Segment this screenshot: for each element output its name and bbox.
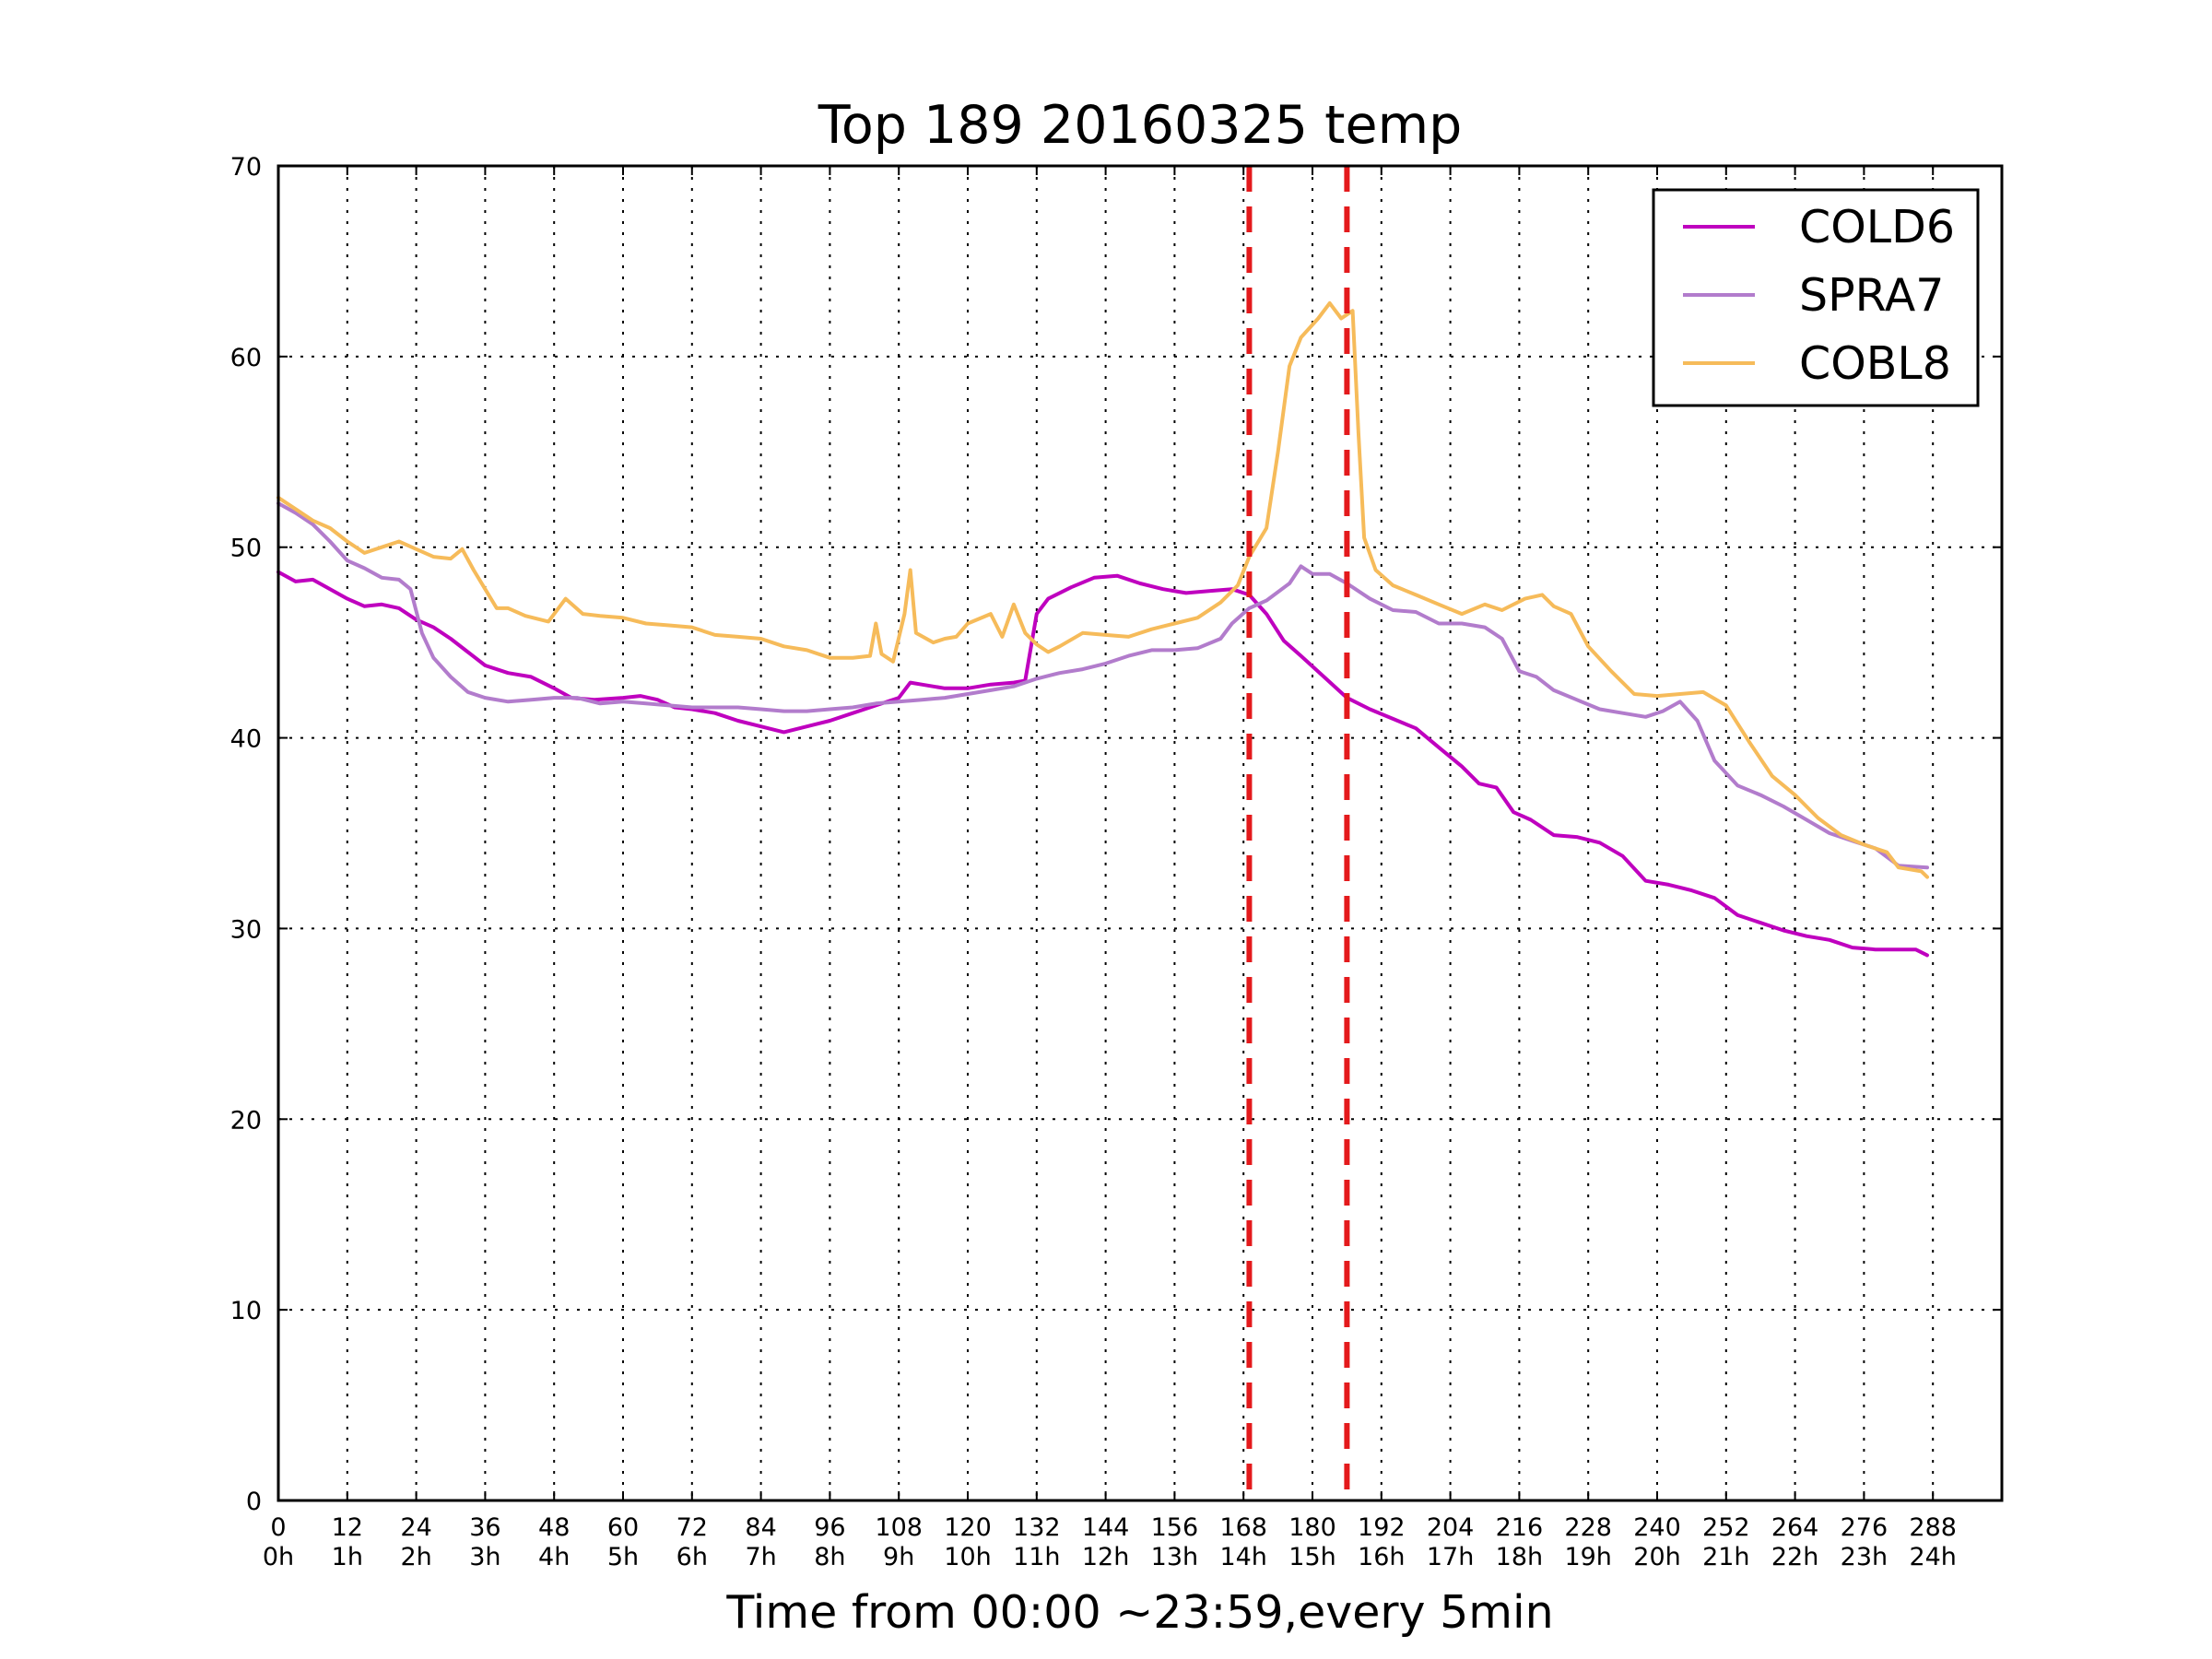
x-tick-hour-label: 15h <box>1288 1543 1335 1571</box>
x-tick-hour-label: 10h <box>944 1543 991 1571</box>
x-tick-label: 84 <box>745 1513 776 1542</box>
x-tick-label: 288 <box>1909 1513 1957 1542</box>
x-tick-hour-label: 16h <box>1358 1543 1405 1571</box>
legend: COLD6 SPRA7 COBL8 <box>1652 188 1980 407</box>
x-tick-label: 96 <box>814 1513 845 1542</box>
legend-label-spra7: SPRA7 <box>1799 269 1944 322</box>
x-tick-hour-label: 4h <box>538 1543 570 1571</box>
x-tick-hour-label: 21h <box>1702 1543 1749 1571</box>
x-tick-label: 168 <box>1219 1513 1267 1542</box>
x-tick-hour-label: 2h <box>400 1543 431 1571</box>
y-tick-label: 60 <box>230 344 262 372</box>
y-tick-label: 50 <box>230 535 262 563</box>
x-tick-hour-label: 13h <box>1151 1543 1198 1571</box>
event-markers <box>1246 166 1350 1500</box>
x-tick-label: 36 <box>469 1513 500 1542</box>
chart-title: Top 189 20160325 temp <box>818 95 1463 156</box>
x-tick-hour-label: 11h <box>1013 1543 1060 1571</box>
y-tick-label: 40 <box>230 725 262 754</box>
x-tick-label: 216 <box>1496 1513 1544 1542</box>
x-tick-hour-label: 17h <box>1427 1543 1474 1571</box>
x-tick-hour-label: 20h <box>1633 1543 1680 1571</box>
legend-label-cold6: COLD6 <box>1799 201 1955 253</box>
series-lines <box>276 300 1929 958</box>
x-tick-label: 120 <box>944 1513 992 1542</box>
series-line-cobl8 <box>276 300 1929 879</box>
x-tick-label: 24 <box>400 1513 431 1542</box>
x-tick-hour-label: 0h <box>263 1543 294 1571</box>
x-tick-label: 240 <box>1633 1513 1681 1542</box>
x-tick-label: 252 <box>1702 1513 1750 1542</box>
series-line-cold6 <box>276 570 1929 958</box>
x-tick-label: 180 <box>1288 1513 1336 1542</box>
x-tick-label: 228 <box>1564 1513 1612 1542</box>
x-tick-label: 108 <box>875 1513 923 1542</box>
x-tick-label: 204 <box>1427 1513 1475 1542</box>
x-tick-label: 12 <box>332 1513 363 1542</box>
x-tick-label: 276 <box>1841 1513 1888 1542</box>
y-axis-ticks: 0 10 20 30 40 50 60 70 <box>230 153 2002 1516</box>
x-tick-hour-label: 6h <box>677 1543 708 1571</box>
x-tick-hour-label: 12h <box>1082 1543 1129 1571</box>
x-axis-label: Time from 00:00 ~23:59,every 5min <box>725 1586 1553 1639</box>
x-tick-hour-label: 1h <box>332 1543 363 1571</box>
x-tick-hour-label: 7h <box>745 1543 776 1571</box>
x-tick-label: 72 <box>677 1513 708 1542</box>
x-tick-hour-label: 19h <box>1564 1543 1611 1571</box>
x-tick-hour-label: 18h <box>1496 1543 1543 1571</box>
series-line-spra7 <box>276 501 1929 870</box>
x-tick-hour-label: 22h <box>1771 1543 1818 1571</box>
x-tick-hour-label: 24h <box>1909 1543 1956 1571</box>
y-tick-label: 20 <box>230 1106 262 1135</box>
x-tick-label: 264 <box>1771 1513 1819 1542</box>
legend-label-cobl8: COBL8 <box>1799 337 1951 390</box>
x-tick-hour-label: 23h <box>1841 1543 1888 1571</box>
x-tick-label: 60 <box>607 1513 639 1542</box>
x-tick-label: 0 <box>270 1513 286 1542</box>
x-tick-hour-label: 5h <box>607 1543 639 1571</box>
x-tick-hour-label: 3h <box>469 1543 500 1571</box>
x-tick-hour-label: 8h <box>814 1543 845 1571</box>
y-tick-label: 30 <box>230 915 262 944</box>
x-tick-label: 132 <box>1013 1513 1061 1542</box>
x-tick-hour-label: 14h <box>1219 1543 1266 1571</box>
x-tick-hour-label: 9h <box>883 1543 914 1571</box>
y-tick-label: 70 <box>230 153 262 182</box>
x-tick-label: 144 <box>1082 1513 1130 1542</box>
y-tick-label: 10 <box>230 1297 262 1325</box>
plot-frame <box>276 164 2004 1502</box>
x-tick-label: 192 <box>1358 1513 1406 1542</box>
x-tick-label: 156 <box>1151 1513 1199 1542</box>
x-tick-label: 48 <box>538 1513 570 1542</box>
y-tick-label: 0 <box>246 1488 262 1516</box>
